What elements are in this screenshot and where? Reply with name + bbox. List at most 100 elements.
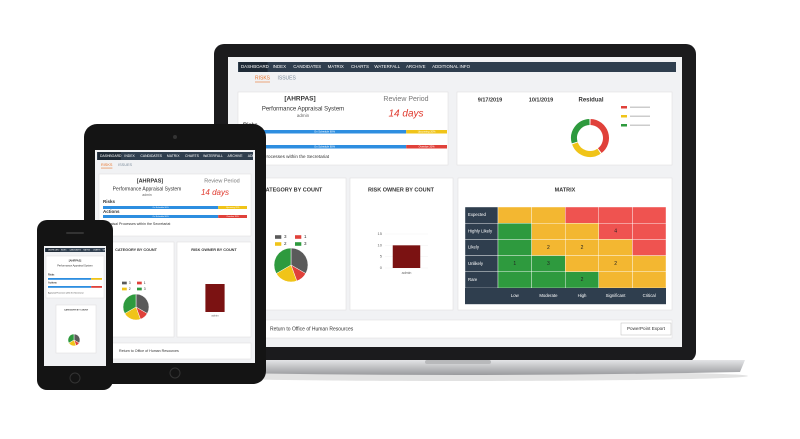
progress-segment <box>218 206 247 209</box>
nav-active <box>239 62 268 72</box>
matrix-cell <box>497 271 532 289</box>
nav-item[interactable]: ARCHIVE <box>228 154 244 158</box>
legend-value: 2 <box>284 241 287 246</box>
progress-segment <box>48 286 92 288</box>
progress-segment <box>218 215 247 218</box>
review-label: Review Period <box>383 96 428 103</box>
progress-segment <box>406 130 447 134</box>
cell-value: 1 <box>513 261 516 267</box>
nav-item[interactable]: WATERFALL <box>374 64 400 69</box>
row-label: Rare <box>468 277 478 282</box>
matrix-cell <box>497 239 532 256</box>
progress-segment <box>48 278 92 280</box>
row-label: Unlikely <box>468 261 484 266</box>
nav-item[interactable]: WATERFALL <box>203 154 223 158</box>
nav-item[interactable]: INDEX <box>61 249 67 251</box>
nav-item[interactable]: INDEX <box>273 64 286 69</box>
legend-swatch <box>275 242 282 246</box>
nav-item[interactable]: WATERFALL <box>103 248 113 251</box>
residual-date: 10/1/2019 <box>529 97 553 103</box>
tablet-home <box>169 367 181 379</box>
row-label: Highly Likely <box>468 228 493 233</box>
progress-segment <box>243 130 407 134</box>
card <box>98 173 252 237</box>
matrix-cell <box>497 206 532 224</box>
nav-item[interactable]: DASHBOARD <box>100 154 122 158</box>
legend-swatch <box>137 287 142 291</box>
summary-footer: Appraisal Processes within the Secretari… <box>243 154 330 159</box>
summary-footer: Appraisal Processes within the Secretari… <box>103 222 170 226</box>
progress-segment <box>103 215 219 218</box>
y-tick-label: 5 <box>380 254 383 259</box>
matrix-cell <box>632 222 667 240</box>
nav-item[interactable]: ARCHIVE <box>406 64 426 69</box>
legend-value: 3 <box>304 241 307 246</box>
progress-segment <box>91 278 102 280</box>
export-label[interactable]: PowerPoint Export <box>627 326 666 331</box>
pie-slice <box>67 333 75 344</box>
nav-item[interactable]: CANDIDATES <box>69 248 81 251</box>
legend-swatch <box>275 235 282 239</box>
nav-item[interactable]: MATRIX <box>328 64 344 69</box>
progress-label: Upcoming 20% <box>226 207 240 209</box>
review-label: Review Period <box>204 178 239 184</box>
phone-speaker <box>66 232 84 234</box>
laptop-base <box>172 360 745 375</box>
column-label: Moderate <box>539 293 558 298</box>
nav-item[interactable]: CANDIDATES <box>140 154 162 158</box>
nav-item[interactable]: CHARTS <box>351 64 369 69</box>
tab[interactable]: RISKS <box>255 75 271 81</box>
nav-bar <box>238 62 676 72</box>
export-button[interactable] <box>620 322 672 336</box>
tablet-camera <box>173 135 177 139</box>
matrix-cell <box>598 206 633 224</box>
matrix-cell <box>565 255 600 273</box>
nav-item[interactable]: CHARTS <box>93 248 101 251</box>
card-title: CATEGORY BY COUNT <box>262 187 323 193</box>
nav-item[interactable]: DASHBOARD <box>48 248 60 251</box>
matrix-cell <box>632 239 667 256</box>
matrix-cell <box>632 255 667 273</box>
system-user: admin <box>297 113 310 118</box>
cell-value: 4 <box>614 229 617 235</box>
matrix-cell <box>565 222 600 240</box>
nav-bar <box>45 248 105 252</box>
bar <box>205 284 225 312</box>
nav-item[interactable]: DASHBOARD <box>241 64 269 69</box>
tab[interactable]: ISSUES <box>118 163 132 167</box>
card-title: CATEGORY BY COUNT <box>64 309 89 312</box>
x-tick-label: admin <box>211 313 219 317</box>
legend-swatch <box>621 115 627 118</box>
footer-link[interactable]: Return to Office of Human Resources <box>119 349 179 353</box>
matrix-cell <box>497 222 532 240</box>
nav-item[interactable]: ADDITIONAL INFO <box>432 64 470 69</box>
column-label: Critical <box>643 293 656 298</box>
tab[interactable]: ISSUES <box>278 75 297 81</box>
tab[interactable]: RISKS <box>101 163 113 167</box>
progress-label: On Schedule 80% <box>314 144 336 148</box>
column-label: Significant <box>606 293 627 298</box>
matrix-cell <box>632 271 667 289</box>
nav-item[interactable]: MATRIX <box>167 154 180 158</box>
card <box>45 255 105 299</box>
legend-value: 3 <box>129 281 131 285</box>
nav-item[interactable]: MATRIX <box>83 248 90 251</box>
nav-item[interactable]: INDEX <box>124 154 135 158</box>
actions-label: Actions <box>103 209 120 214</box>
donut-segment <box>572 142 601 157</box>
progress-label: On Schedule 80% <box>314 129 336 133</box>
nav-item[interactable]: CANDIDATES <box>293 64 321 69</box>
system-user: admin <box>142 193 152 197</box>
matrix-cell <box>632 206 667 224</box>
nav-item[interactable]: ADDITIONAL INFO <box>248 154 278 158</box>
row-label: Likely <box>468 245 480 250</box>
card-title: CATEGORY BY COUNT <box>115 248 158 252</box>
nav-item[interactable]: CHARTS <box>185 154 200 158</box>
column-header <box>465 288 666 305</box>
laptop-notch <box>425 360 491 364</box>
legend-value: 1 <box>304 234 307 239</box>
phone-home <box>69 372 81 384</box>
footer-link[interactable]: Return to Office of Human Resources <box>270 326 354 332</box>
legend-value: 1 <box>144 281 146 285</box>
